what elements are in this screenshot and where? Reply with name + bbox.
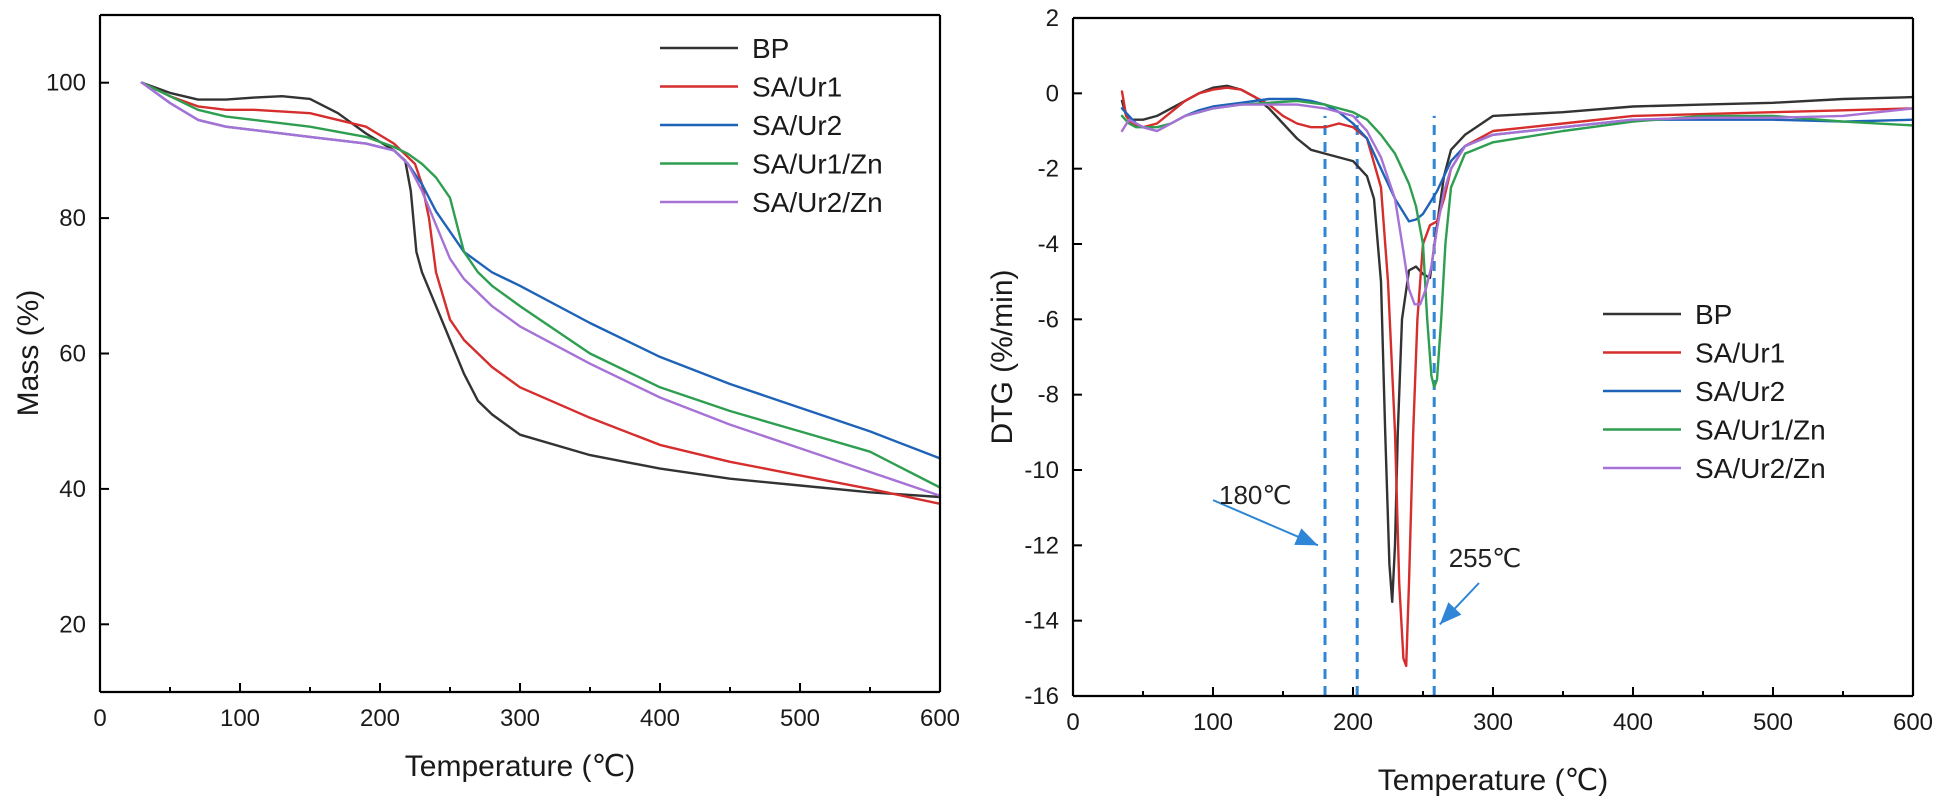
dtg-x-ticks: 0 100 200 300 400 500 600 — [1066, 687, 1933, 736]
dtg-annotation-arrow-head — [1439, 602, 1462, 625]
dtg-annotation-arrow-head — [1294, 528, 1318, 546]
tga-y-axis-title: Mass (%) — [12, 290, 45, 417]
dtg-y-axis-title: DTG (%/min) — [986, 270, 1019, 445]
tga-x-axis-title: Temperature (℃) — [405, 750, 635, 783]
dtg-x-tick-label: 100 — [1193, 709, 1233, 736]
dtg-y-tick-label: -12 — [1024, 532, 1059, 559]
dtg-chart: 0 100 200 300 400 500 600 2 0 -2 -4 -6 -8 -10 -12 -14 -… — [986, 5, 1933, 797]
dtg-series-sa-ur1-zn — [1120, 99, 1915, 389]
dtg-x-axis-title: Temperature (℃) — [1378, 764, 1608, 797]
dtg-legend-label-sa-ur1-zn: SA/Ur1/Zn — [1695, 415, 1826, 446]
dtg-y-ticks: 2 0 -2 -4 -6 -8 -10 -12 -14 -16 — [1024, 5, 1082, 710]
tga-y-tick-label: 40 — [59, 476, 86, 503]
tga-legend-label-sa-ur1: SA/Ur1 — [752, 72, 842, 103]
dtg-x-tick-label: 0 — [1066, 709, 1079, 736]
tga-x-ticks: 0 100 200 300 400 500 600 — [93, 683, 960, 732]
tga-legend: BP SA/Ur1 SA/Ur2 SA/Ur1/Zn SA/Ur2/Zn — [660, 33, 883, 218]
dtg-series-sa-ur2-zn — [1120, 103, 1915, 306]
tga-legend-label-bp: BP — [752, 33, 789, 64]
tga-legend-label-sa-ur2: SA/Ur2 — [752, 110, 842, 141]
tga-x-tick-label: 200 — [360, 705, 400, 732]
tga-series-sa-ur1 — [140, 81, 942, 505]
dtg-x-tick-label: 300 — [1473, 709, 1513, 736]
dtg-y-tick-label: -8 — [1038, 382, 1059, 409]
dtg-legend-label-sa-ur2-zn: SA/Ur2/Zn — [1695, 453, 1826, 484]
tga-y-tick-label: 60 — [59, 341, 86, 368]
tga-series-sa-ur1-zn — [140, 81, 942, 489]
dtg-y-tick-label: 2 — [1046, 5, 1059, 32]
tga-x-tick-label: 600 — [920, 705, 960, 732]
dtg-annotation-label: 180℃ — [1219, 480, 1292, 510]
dtg-guide-lines — [1323, 115, 1436, 696]
dtg-x-tick-label: 600 — [1893, 709, 1933, 736]
dtg-y-tick-label: -4 — [1038, 231, 1059, 258]
tga-x-tick-label: 100 — [220, 705, 260, 732]
tga-series-bp — [140, 81, 942, 499]
dtg-legend-label-sa-ur2: SA/Ur2 — [1695, 376, 1785, 407]
dtg-series-group — [1120, 84, 1915, 668]
dtg-y-tick-label: -14 — [1024, 608, 1059, 635]
tga-series-group — [140, 81, 942, 505]
dtg-legend-label-bp: BP — [1695, 299, 1732, 330]
tga-y-tick-label: 80 — [59, 205, 86, 232]
dtg-y-tick-label: -6 — [1038, 306, 1059, 333]
dtg-annotation-label: 255℃ — [1449, 543, 1522, 573]
tga-y-ticks: 20 40 60 80 100 — [46, 70, 109, 638]
dtg-series-bp — [1120, 84, 1915, 603]
tga-y-tick-label: 20 — [59, 611, 86, 638]
tga-chart: 0 100 200 300 400 500 600 20 40 60 80 100 Temperat… — [12, 13, 960, 783]
tga-y-tick-label: 100 — [46, 70, 86, 97]
dtg-x-tick-label: 400 — [1613, 709, 1653, 736]
dtg-y-tick-label: 0 — [1046, 80, 1059, 107]
tga-legend-label-sa-ur1-zn: SA/Ur1/Zn — [752, 149, 883, 180]
tga-x-tick-label: 300 — [500, 705, 540, 732]
dtg-legend-label-sa-ur1: SA/Ur1 — [1695, 338, 1785, 369]
dtg-legend: BP SA/Ur1 SA/Ur2 SA/Ur1/Zn SA/Ur2/Zn — [1603, 299, 1826, 484]
dtg-series-sa-ur1 — [1120, 86, 1915, 668]
dtg-y-tick-label: -2 — [1038, 156, 1059, 183]
tga-x-tick-label: 400 — [640, 705, 680, 732]
dtg-x-tick-label: 500 — [1753, 709, 1793, 736]
tga-series-sa-ur2-zn — [140, 81, 942, 497]
tga-legend-label-sa-ur2-zn: SA/Ur2/Zn — [752, 187, 883, 218]
tga-x-tick-label: 500 — [780, 705, 820, 732]
dtg-y-tick-label: -16 — [1024, 683, 1059, 710]
dtg-y-tick-label: -10 — [1024, 457, 1059, 484]
dtg-annotations: 180℃ 255℃ — [1212, 480, 1522, 626]
dtg-x-tick-label: 200 — [1333, 709, 1373, 736]
tga-x-tick-label: 0 — [93, 705, 106, 732]
